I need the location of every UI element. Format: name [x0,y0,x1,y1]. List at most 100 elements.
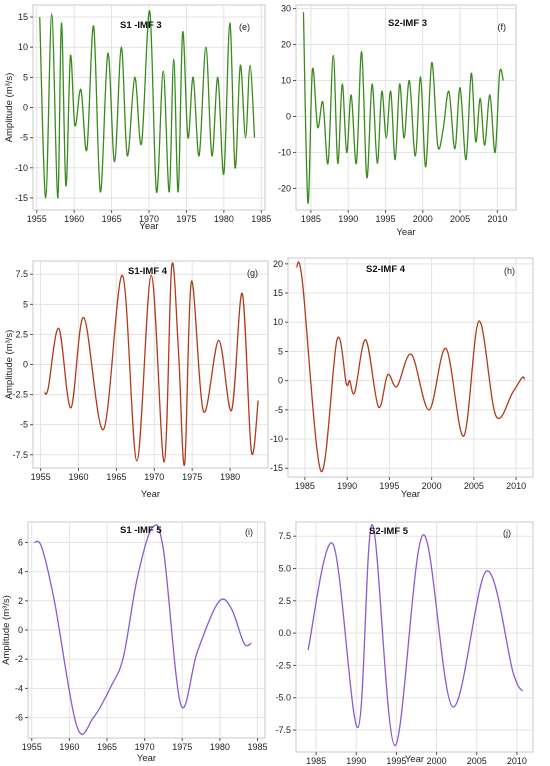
data-point [346,383,347,384]
x-tick-label: 1965 [106,472,126,482]
data-point [61,22,62,23]
data-point [371,84,372,85]
data-point [333,55,334,56]
data-point [499,73,500,74]
data-point [422,534,423,535]
x-tick-label: 2005 [467,756,487,766]
y-tick-label: 30 [281,4,291,14]
data-point [337,163,338,164]
y-tick-label: 7.5 [15,269,28,279]
y-tick-label: -5 [20,133,28,143]
y-axis-label: Amplitude (m³/s) [1,595,12,665]
data-point [475,141,476,142]
x-tick-label: 1990 [337,481,357,491]
x-tick-label: 2000 [427,756,447,766]
data-point [191,281,192,282]
data-point [45,197,46,198]
data-point [203,411,204,412]
x-tick-label: 1980 [210,742,230,752]
x-tick-label: 1965 [102,214,122,224]
data-point [107,53,108,54]
data-point [39,16,40,17]
y-tick-label: -10 [278,147,291,157]
plot-frame [295,4,517,211]
y-tick-label: 2.5 [278,596,291,606]
data-point [86,149,87,150]
y-tick-label: -15 [270,463,283,473]
data-point [121,47,122,48]
x-tick-label: 2000 [422,481,442,491]
data-point [437,145,438,146]
y-tick-label: 0 [23,360,28,370]
y-tick-label: 4 [18,567,23,577]
data-point [100,191,101,192]
data-point [218,602,219,603]
data-point [169,191,170,192]
y-tick-label: -2.5 [275,660,291,670]
data-point [361,51,362,52]
x-tick-label: 1970 [144,472,164,482]
data-point [454,148,455,149]
y-tick-label: 20 [281,40,291,50]
data-point [307,202,308,203]
y-tick-label: 10 [281,76,291,86]
data-point [258,400,259,401]
data-point [234,167,235,168]
data-point [184,464,185,465]
data-point [327,163,328,164]
data-point [346,152,347,153]
data-point [199,155,200,156]
data-point [54,600,55,601]
y-tick-label: 0 [286,111,291,121]
data-point [303,12,304,13]
data-point [205,47,206,48]
data-point [178,352,179,353]
data-point [459,87,460,88]
data-point [415,155,416,156]
data-point [141,143,142,144]
data-point [231,608,232,609]
x-tick-label: 2005 [464,481,484,491]
x-tick-label: 2010 [506,481,526,491]
data-point [351,94,352,95]
chart-panel-4: 1985 1990 1995 2000 2005 2010 -15 -10 -5 0 5 10 15 20… [270,257,534,500]
panel-label: (i) [245,527,253,537]
x-tick-label: 1985 [301,214,321,224]
x-tick-label: 1970 [135,742,155,752]
y-tick-label: 7.5 [278,531,291,541]
data-point [484,145,485,146]
data-point [33,542,34,543]
y-tick-label: 5 [278,346,283,356]
y-tick-label: 0 [23,103,28,113]
y-tick-label: -2 [15,654,23,664]
data-point [187,137,188,138]
x-tick-label: 1960 [64,214,84,224]
data-point [409,80,410,81]
data-point [242,293,243,294]
x-tick-label: 1985 [251,214,271,224]
y-tick-label: -20 [278,183,291,193]
x-tick-label: 1995 [375,214,395,224]
data-point [356,163,357,164]
plot-frame [287,257,534,478]
data-point [312,69,313,70]
data-point [149,10,150,11]
data-point [365,339,366,340]
y-tick-label: 5 [23,299,28,309]
data-point [381,91,382,92]
data-point [296,266,297,267]
data-point [80,89,81,90]
y-tick-label: 15 [18,12,28,22]
x-axis-label: Year [396,227,415,238]
series-line [39,10,256,199]
data-point [240,65,241,66]
data-point [65,185,66,186]
data-point [342,84,343,85]
data-point [70,56,71,57]
x-tick-label: 1985 [306,756,326,766]
x-tick-label: 1985 [295,481,315,491]
y-tick-label: -2.5 [12,390,28,400]
y-tick-label: 0 [18,625,23,635]
data-point [322,102,323,103]
